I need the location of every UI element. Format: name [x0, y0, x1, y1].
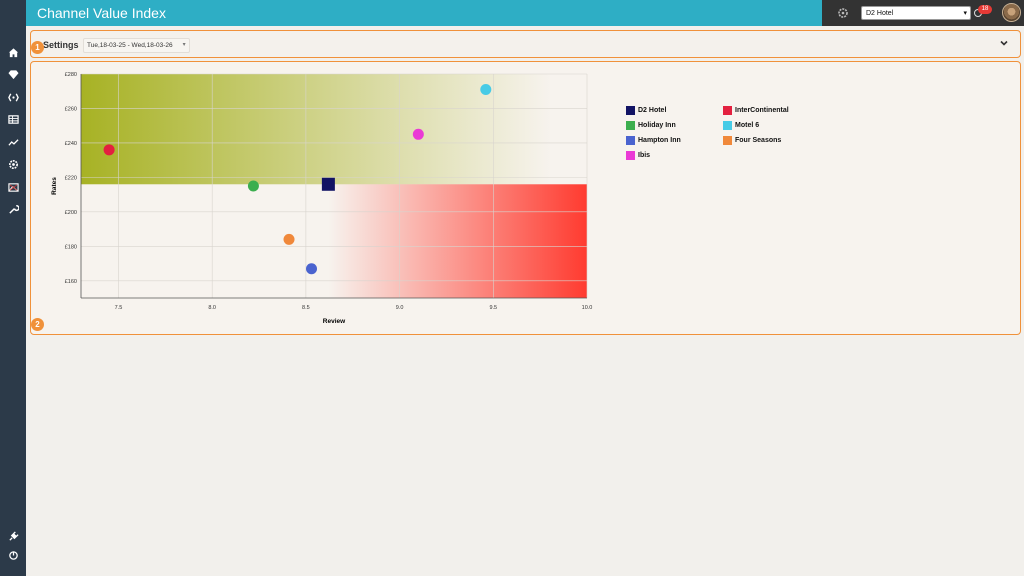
trend-icon[interactable] [6, 135, 20, 149]
legend-swatch [626, 106, 635, 115]
legend-item[interactable]: Motel 6 [723, 121, 759, 130]
x-tick-label: 9.5 [489, 305, 497, 311]
legend-swatch [723, 121, 732, 130]
legend-item[interactable]: Holiday Inn [626, 121, 676, 130]
date-range-value: Tue,18-03-25 - Wed,18-03-26 [87, 42, 173, 49]
top-right-toolbar: D2 Hotel ▾ 18 [822, 0, 1024, 26]
chevron-down-icon: ▾ [963, 10, 967, 17]
avatar[interactable] [1002, 3, 1021, 22]
scatter-chart: 7.5 8.0 8.5 9.0 9.5 10.0 £160 £180 £200 £220 £240 £… [51, 72, 593, 325]
legend-label: Hampton Inn [638, 137, 681, 144]
image-icon[interactable] [6, 180, 20, 194]
step-marker-1: 1 [31, 41, 44, 54]
y-tick-label: £260 [65, 106, 77, 112]
brackets-icon[interactable] [6, 90, 20, 104]
y-tick-label: £200 [65, 210, 77, 216]
hotel-select-value: D2 Hotel [866, 10, 894, 17]
notification-badge: 18 [978, 5, 992, 14]
grid-icon[interactable] [6, 112, 20, 126]
x-tick-label: 9.0 [396, 305, 404, 311]
gear-icon[interactable] [837, 7, 849, 19]
y-tick-label: £240 [65, 141, 77, 147]
x-tick-label: 8.5 [302, 305, 310, 311]
diamond-icon[interactable] [6, 67, 20, 81]
legend-item[interactable]: D2 Hotel [626, 106, 666, 115]
legend-swatch [723, 136, 732, 145]
legend-swatch [626, 121, 635, 130]
legend-label: Ibis [638, 152, 651, 159]
page-title: Channel Value Index [37, 5, 166, 21]
sidebar [0, 0, 26, 576]
x-axis-label: Review [323, 318, 346, 325]
wrench-icon[interactable] [6, 202, 20, 216]
legend-swatch [626, 151, 635, 160]
collapse-chevron-icon[interactable] [998, 37, 1010, 49]
y-tick-label: £280 [65, 72, 77, 78]
legend-swatch [626, 136, 635, 145]
data-point-motel-6 [480, 84, 492, 96]
chart-region-green [81, 74, 552, 185]
data-point-d2-hotel [321, 177, 335, 191]
y-tick-label: £180 [65, 244, 77, 250]
data-point-ibis [412, 128, 424, 140]
y-tick-label: £220 [65, 175, 77, 181]
settings-icon[interactable] [6, 157, 20, 171]
settings-panel: Settings Tue,18-03-25 - Wed,18-03-26 ▾ [30, 30, 1021, 58]
home-icon[interactable] [6, 45, 20, 59]
y-axis-label: Rates [51, 177, 58, 195]
legend-label: D2 Hotel [638, 107, 667, 114]
legend-label: Holiday Inn [638, 122, 676, 129]
legend-item[interactable]: Hampton Inn [626, 136, 681, 145]
legend-label: Four Seasons [735, 137, 782, 144]
y-tick-label: £160 [65, 279, 77, 285]
chart-region-red [328, 184, 587, 298]
data-point-intercontinental [103, 144, 115, 156]
data-point-four-seasons [283, 233, 295, 245]
power-icon[interactable] [6, 548, 20, 562]
legend-label: Motel 6 [735, 122, 760, 129]
step-marker-2: 2 [31, 318, 44, 331]
legend-item[interactable]: InterContinental [723, 106, 789, 115]
plug-icon[interactable] [6, 529, 20, 543]
data-point-hampton-inn [306, 263, 318, 275]
legend-item[interactable]: Four Seasons [723, 136, 781, 145]
date-range-select[interactable]: Tue,18-03-25 - Wed,18-03-26 ▾ [83, 38, 190, 53]
legend-swatch [723, 106, 732, 115]
header-bar: Channel Value Index [26, 0, 822, 26]
data-point-holiday-inn [247, 180, 259, 192]
x-tick-label: 10.0 [582, 305, 593, 311]
settings-label: Settings [43, 40, 79, 50]
legend-label: InterContinental [735, 107, 789, 114]
legend-item[interactable]: Ibis [626, 151, 650, 160]
x-tick-label: 8.0 [208, 305, 216, 311]
hotel-select[interactable]: D2 Hotel ▾ [861, 6, 971, 20]
x-tick-label: 7.5 [115, 305, 123, 311]
chevron-down-icon: ▾ [182, 42, 186, 48]
